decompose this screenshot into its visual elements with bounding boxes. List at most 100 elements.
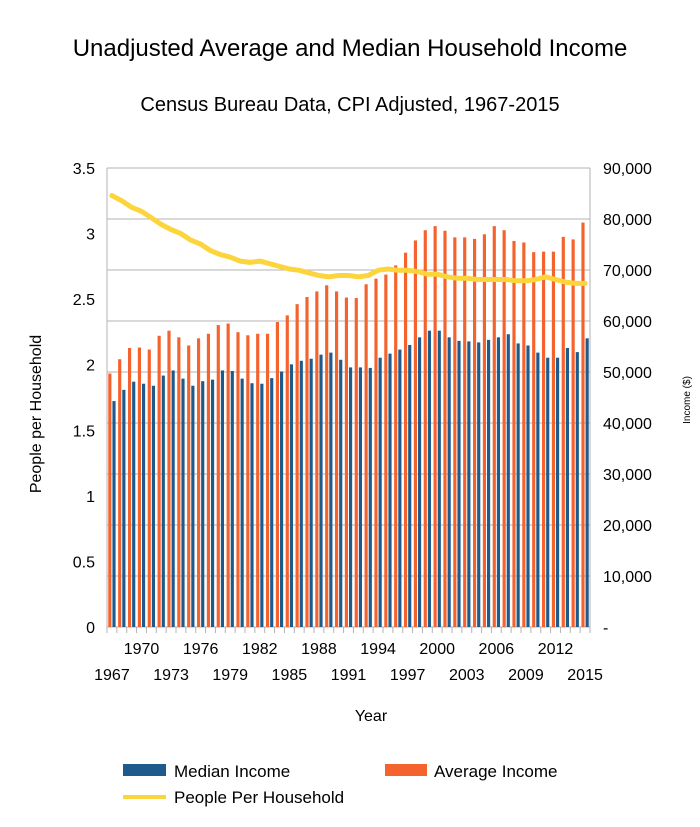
bar-average-income — [492, 226, 496, 627]
y-tick-label: 1 — [86, 489, 95, 506]
bar-median-income — [211, 379, 215, 627]
bar-median-income — [151, 385, 156, 627]
bar-median-income — [230, 370, 234, 627]
y-tick-label: 0 — [86, 620, 95, 637]
bar-median-income — [457, 340, 461, 627]
y2-tick-label: 20,000 — [603, 518, 652, 535]
bar-average-income — [551, 251, 555, 627]
bar-median-income — [299, 360, 303, 627]
legend-swatch-average — [385, 764, 427, 776]
bar-average-income — [403, 252, 408, 627]
x-tick-label: 1976 — [183, 641, 219, 658]
x-tick-label: 1988 — [301, 641, 337, 658]
bar-median-income — [516, 343, 520, 627]
legend-label-median: Median Income — [174, 762, 290, 781]
bar-average-income — [167, 330, 171, 627]
bar-median-income — [556, 357, 560, 627]
y2-axis-title: Income ($) — [682, 376, 693, 424]
legend-swatch-median — [123, 764, 166, 776]
bar-average-income — [246, 335, 250, 627]
bar-average-income — [315, 291, 319, 627]
bar-average-income — [285, 315, 289, 627]
bar-median-income — [408, 344, 412, 627]
bar-median-income — [260, 383, 264, 627]
bar-median-income — [506, 334, 510, 627]
x-tick-label: 1997 — [390, 667, 426, 684]
bar-average-income — [571, 239, 575, 627]
bar-average-income — [344, 297, 348, 627]
bar-average-income — [453, 237, 457, 628]
bar-median-income — [496, 337, 501, 627]
bar-median-income — [289, 364, 294, 627]
bar-average-income — [472, 238, 477, 627]
bar-average-income — [196, 338, 201, 627]
left-axis-ticks: 0 0.5 1 1.5 2 2.5 3 3.5 — [73, 161, 95, 637]
people-per-household-line — [109, 193, 588, 286]
bar-average-income — [157, 335, 161, 627]
bar-median-income — [240, 378, 244, 627]
x-axis-title: Year — [355, 708, 388, 725]
bar-median-income — [546, 357, 550, 627]
y2-tick-label: 10,000 — [603, 569, 652, 586]
bar-median-income — [142, 383, 146, 627]
bar-average-income — [522, 242, 526, 627]
bar-median-income — [181, 378, 185, 627]
bar-average-income — [305, 297, 309, 627]
y2-tick-label: 40,000 — [603, 416, 652, 433]
x-tick-label: 2000 — [419, 641, 455, 658]
bar-median-income — [487, 339, 491, 627]
bar-median-income — [526, 345, 530, 627]
bar-average-income — [325, 285, 329, 627]
x-tick-label: 1985 — [272, 667, 308, 684]
bar-average-income — [236, 332, 240, 627]
x-tick-label: 1982 — [242, 641, 278, 658]
bar-average-income — [581, 222, 585, 627]
bar-average-income — [561, 236, 565, 627]
legend-label-average: Average Income — [434, 762, 557, 781]
bar-median-income — [171, 370, 175, 627]
bar-median-income — [536, 352, 540, 627]
bar-average-income — [374, 278, 378, 627]
bar-average-income — [482, 234, 486, 628]
bar-median-income — [427, 330, 432, 627]
y-tick-label: 2 — [86, 358, 95, 375]
x-tick-label: 2009 — [508, 667, 544, 684]
y-tick-label: 3.5 — [73, 161, 95, 178]
x-tick-label: 1991 — [331, 667, 367, 684]
bar-average-income — [127, 348, 132, 627]
y2-tick-label: 30,000 — [603, 467, 652, 484]
bar-average-income — [443, 230, 447, 628]
bar-median-income — [418, 337, 422, 627]
bar-average-income — [384, 274, 388, 627]
y2-tick-label: 90,000 — [603, 161, 652, 178]
bar-average-income — [502, 230, 506, 627]
bar-average-income — [295, 304, 299, 627]
bar-average-income — [364, 284, 368, 627]
y2-tick-label: 50,000 — [603, 365, 652, 382]
x-tick-label: 1994 — [360, 641, 396, 658]
x-tick-label: 2012 — [538, 641, 574, 658]
x-axis-ticks: 1970 1976 1982 1988 1994 2000 2006 2012 1967 1973… — [94, 641, 603, 684]
bar-median-income — [575, 352, 579, 627]
bar-median-income — [319, 354, 323, 627]
x-tick-label: 2003 — [449, 667, 485, 684]
bar-average-income — [147, 349, 151, 627]
bar-average-income — [512, 240, 516, 627]
bar-median-income — [388, 353, 392, 627]
bar-median-income — [132, 381, 136, 627]
bar-median-income — [398, 349, 402, 627]
x-tick-label: 1970 — [124, 641, 160, 658]
bar-median-income — [447, 337, 451, 627]
bar-average-income — [275, 322, 279, 627]
bar-average-income — [433, 226, 437, 627]
bar-median-income — [368, 367, 372, 627]
bar-average-income — [413, 240, 417, 628]
chart-title: Unadjusted Average and Median Household … — [73, 35, 628, 62]
bar-average-income — [216, 325, 220, 627]
bar-average-income — [206, 333, 210, 627]
y2-tick-label: 80,000 — [603, 212, 652, 229]
bar-average-income — [532, 252, 536, 627]
right-axis-ticks: - 10,000 20,000 30,000 40,000 50,000 60,000 70,… — [603, 161, 652, 637]
bar-median-income — [339, 359, 343, 627]
bar-average-income — [177, 337, 181, 627]
